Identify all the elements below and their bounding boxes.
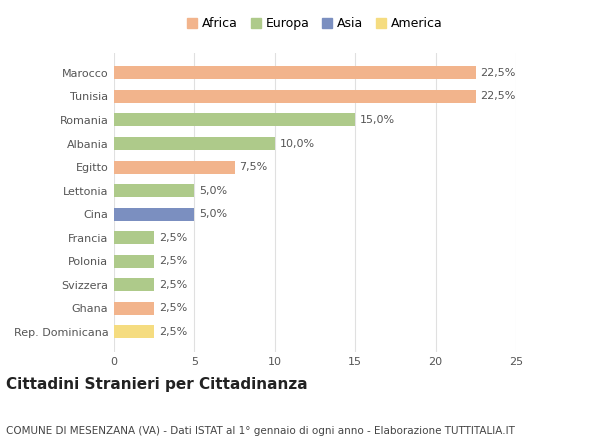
Text: 10,0%: 10,0% <box>280 139 315 149</box>
Legend: Africa, Europa, Asia, America: Africa, Europa, Asia, America <box>187 17 443 30</box>
Text: 22,5%: 22,5% <box>481 68 516 78</box>
Text: 2,5%: 2,5% <box>159 327 187 337</box>
Text: 2,5%: 2,5% <box>159 303 187 313</box>
Text: 2,5%: 2,5% <box>159 233 187 243</box>
Bar <box>114 66 476 79</box>
Text: 2,5%: 2,5% <box>159 256 187 266</box>
Bar <box>114 161 235 173</box>
Bar <box>114 137 275 150</box>
Bar <box>114 90 476 103</box>
Bar <box>114 184 194 197</box>
Text: 5,0%: 5,0% <box>199 186 227 196</box>
Bar <box>114 326 154 338</box>
Text: Cittadini Stranieri per Cittadinanza: Cittadini Stranieri per Cittadinanza <box>6 377 308 392</box>
Bar <box>114 208 194 220</box>
Bar <box>114 231 154 244</box>
Text: COMUNE DI MESENZANA (VA) - Dati ISTAT al 1° gennaio di ogni anno - Elaborazione : COMUNE DI MESENZANA (VA) - Dati ISTAT al… <box>6 425 515 436</box>
Bar <box>114 114 355 126</box>
Bar <box>114 255 154 268</box>
Text: 5,0%: 5,0% <box>199 209 227 219</box>
Bar <box>114 279 154 291</box>
Bar <box>114 302 154 315</box>
Text: 7,5%: 7,5% <box>239 162 268 172</box>
Text: 2,5%: 2,5% <box>159 280 187 290</box>
Text: 15,0%: 15,0% <box>360 115 395 125</box>
Text: 22,5%: 22,5% <box>481 92 516 102</box>
